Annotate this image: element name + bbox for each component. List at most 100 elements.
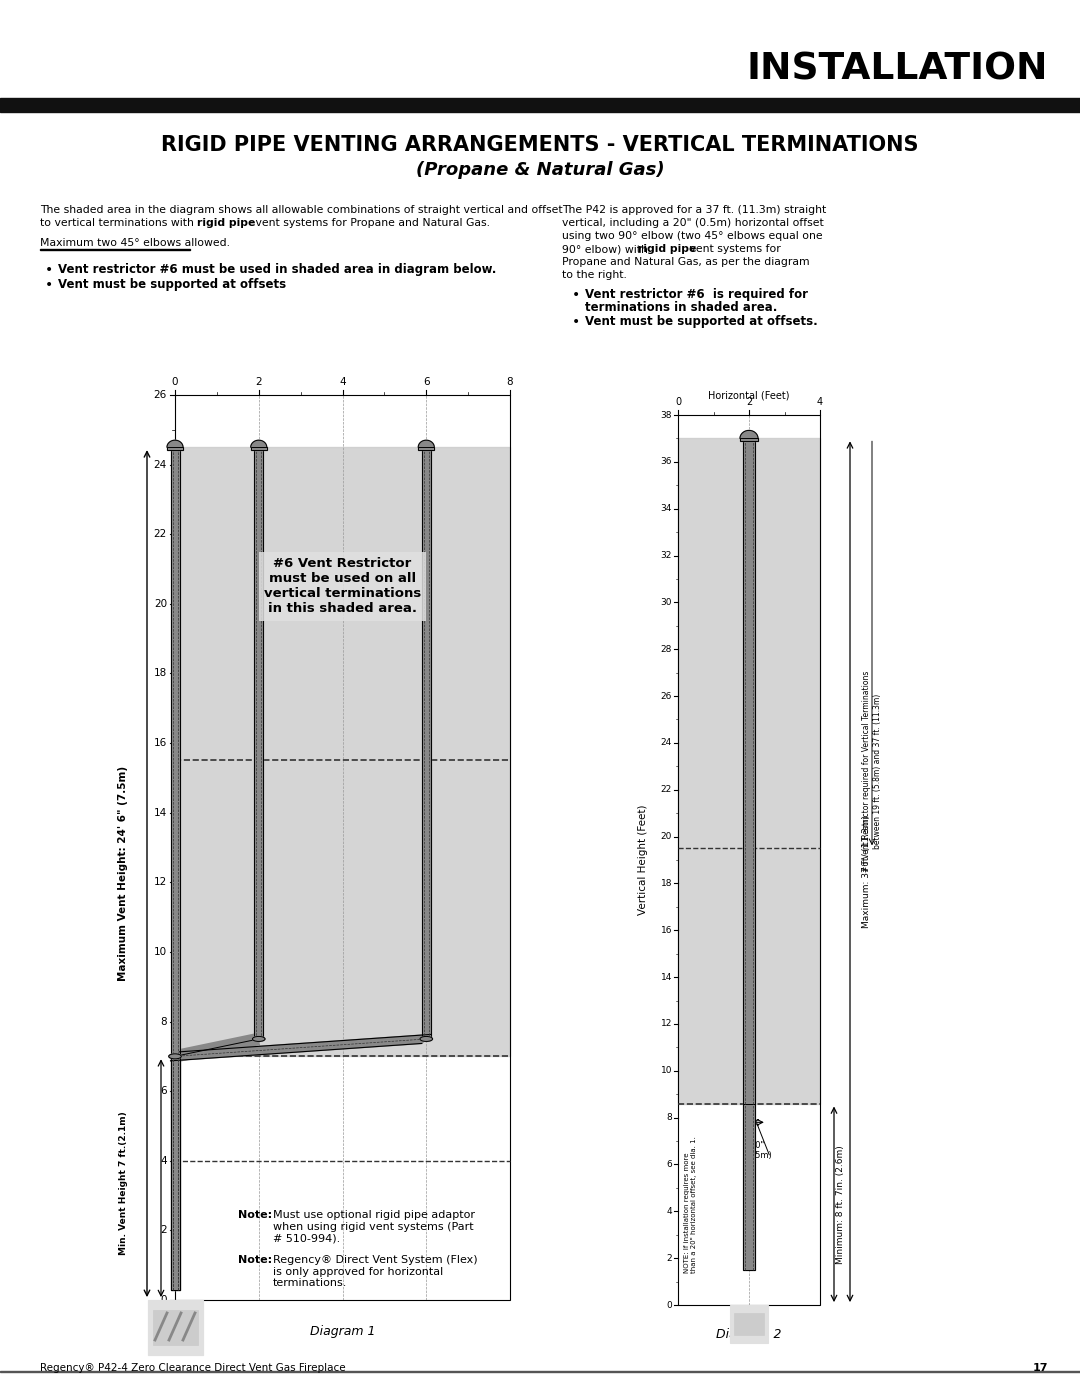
Text: 6: 6 [423,377,430,387]
Text: 10: 10 [153,947,167,957]
Bar [171,447,179,1289]
Bar [743,1104,755,1270]
Bar [171,1056,179,1289]
Text: 24: 24 [153,460,167,469]
Bar [0,98,1080,112]
Text: Min. Vent Height 7 ft.(2.1m): Min. Vent Height 7 ft.(2.1m) [119,1111,127,1255]
Text: Regency® Direct Vent System (Flex)
is only approved for horizontal
terminations.: Regency® Direct Vent System (Flex) is on… [273,1255,477,1288]
Text: 14: 14 [661,972,672,982]
Polygon shape [678,439,820,1104]
Text: Propane and Natural Gas, as per the diagram: Propane and Natural Gas, as per the diag… [562,257,810,267]
Bar [167,447,183,450]
Text: to vertical terminations with: to vertical terminations with [40,218,198,228]
Bar [740,439,758,441]
Ellipse shape [168,1053,181,1059]
Text: 0: 0 [675,397,681,407]
Text: vertical, including a 20" (0.5m) horizontal offset: vertical, including a 20" (0.5m) horizon… [562,218,824,228]
Text: Vent must be supported at offsets.: Vent must be supported at offsets. [585,314,818,328]
Text: 32: 32 [661,550,672,560]
Text: NOTE: If installation requires more
than a 20" horizontal offset, see dia. 1.: NOTE: If installation requires more than… [684,1136,697,1273]
Text: 0: 0 [666,1301,672,1309]
Text: 6: 6 [666,1160,672,1169]
Text: rigid pipe: rigid pipe [197,218,255,228]
Text: #6 Vent Restrictor required for Vertical Terminations
between 19 ft. (5.8m) and : #6 Vent Restrictor required for Vertical… [862,671,881,872]
Text: 4: 4 [666,1207,672,1215]
Bar [152,1310,198,1345]
Text: •: • [572,314,580,330]
Text: 30: 30 [661,598,672,606]
Text: Note:: Note: [238,1210,272,1220]
Text: •: • [45,278,53,292]
Text: 16: 16 [153,738,167,747]
Text: 34: 34 [661,504,672,513]
Text: 14: 14 [153,807,167,817]
Text: 28: 28 [661,644,672,654]
Text: 4: 4 [160,1155,167,1165]
Text: 0: 0 [161,1295,167,1305]
Text: Vent restrictor #6  is required for: Vent restrictor #6 is required for [585,288,808,300]
Text: 22: 22 [153,529,167,539]
Text: 4: 4 [339,377,346,387]
Bar [730,1305,768,1343]
Text: Vent restrictor #6 must be used in shaded area in diagram below.: Vent restrictor #6 must be used in shade… [58,263,497,277]
Text: (Propane & Natural Gas): (Propane & Natural Gas) [416,161,664,179]
Text: Maximum two 45° elbows allowed.: Maximum two 45° elbows allowed. [40,237,230,249]
Text: 90° elbow) with: 90° elbow) with [562,244,651,254]
Bar [171,1056,179,1289]
Ellipse shape [253,1037,265,1041]
Bar [254,447,264,1039]
Ellipse shape [420,1037,433,1041]
Text: 18: 18 [153,668,167,679]
Text: Note:: Note: [238,1255,272,1266]
Text: vent systems for: vent systems for [686,244,781,254]
Text: 38: 38 [661,411,672,419]
Text: terminations in shaded area.: terminations in shaded area. [585,300,778,314]
Text: Diagram 2: Diagram 2 [716,1329,782,1341]
Bar [422,447,431,1039]
Text: 8: 8 [507,377,513,387]
Text: INSTALLATION: INSTALLATION [746,52,1048,88]
Text: 4: 4 [816,397,823,407]
Text: rigid pipe: rigid pipe [638,244,697,254]
Text: 2: 2 [256,377,262,387]
Text: 16: 16 [661,926,672,935]
Text: 20"
(0.5m): 20" (0.5m) [744,1141,772,1161]
Bar [743,439,755,1104]
Polygon shape [418,440,434,447]
Polygon shape [175,447,510,1056]
Bar [251,447,267,450]
Bar [171,447,179,1289]
Bar [418,447,434,450]
Text: •: • [572,288,580,302]
Bar [422,447,431,1039]
Bar [678,415,820,1305]
Text: •: • [45,263,53,277]
Text: 10: 10 [661,1066,672,1076]
Text: Vertical Height (Feet): Vertical Height (Feet) [638,805,648,915]
Polygon shape [251,440,267,447]
Polygon shape [171,1034,431,1060]
Text: to the right.: to the right. [562,270,626,279]
Text: The shaded area in the diagram shows all allowable combinations of straight vert: The shaded area in the diagram shows all… [40,205,563,215]
Text: 2: 2 [160,1225,167,1235]
Text: 2: 2 [746,397,752,407]
Text: 20: 20 [153,599,167,609]
Text: Must use optional rigid pipe adaptor
when using rigid vent systems (Part
# 510-9: Must use optional rigid pipe adaptor whe… [273,1210,475,1243]
Text: 0: 0 [172,377,178,387]
Text: The P42 is approved for a 37 ft. (11.3m) straight: The P42 is approved for a 37 ft. (11.3m)… [562,205,826,215]
Text: 20: 20 [661,833,672,841]
Text: 26: 26 [153,390,167,400]
Bar [734,1313,764,1336]
Text: 36: 36 [661,457,672,467]
Bar [175,395,510,1301]
Bar [0,1370,1080,1372]
Text: 8: 8 [160,1017,167,1027]
Bar [743,439,755,1104]
Text: Maximum: 37 ft. (11.3m): Maximum: 37 ft. (11.3m) [862,816,870,928]
Text: 26: 26 [661,692,672,700]
Text: RIGID PIPE VENTING ARRANGEMENTS - VERTICAL TERMINATIONS: RIGID PIPE VENTING ARRANGEMENTS - VERTIC… [161,136,919,155]
Text: 12: 12 [153,877,167,887]
Text: 6: 6 [160,1085,167,1097]
Text: 22: 22 [661,785,672,795]
Text: Regency® P42-4 Zero Clearance Direct Vent Gas Fireplace: Regency® P42-4 Zero Clearance Direct Ven… [40,1363,346,1373]
